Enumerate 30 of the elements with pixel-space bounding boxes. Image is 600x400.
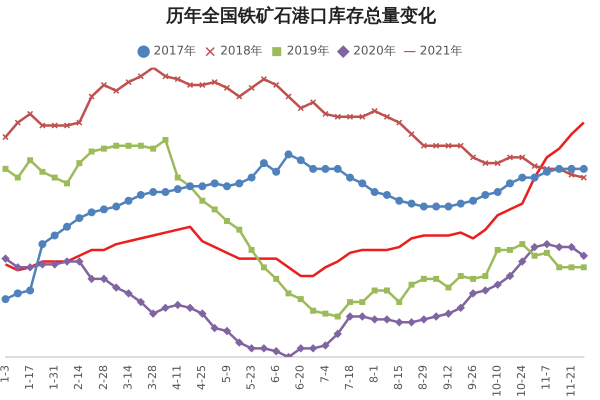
x-tick-label: 11-7: [540, 365, 553, 390]
x-tick-label: 1-17: [22, 365, 36, 390]
legend-label: 2020年: [353, 44, 396, 58]
x-tick-label: 4-25: [195, 365, 208, 390]
legend-label: 2019年: [286, 44, 330, 58]
x-tick-label: 6-6: [269, 365, 282, 384]
x-tick-label: 8-1: [367, 365, 380, 384]
x-tick-label: 7-4: [318, 365, 332, 384]
legend-label: 2017年: [154, 44, 196, 58]
chart-title: 历年全国铁矿石港口库存总量变化: [165, 5, 437, 26]
x-tick-label: 1-31: [48, 365, 61, 390]
x-tick-label: 10-10: [490, 365, 504, 398]
x-tick-label: 8-29: [416, 365, 430, 390]
x-tick-label: 11-21: [564, 365, 578, 398]
x-tick-label: 10-24: [515, 365, 528, 398]
x-tick-label: 9-26: [466, 365, 479, 390]
legend-label: 2018年: [220, 44, 263, 58]
x-tick-label: 6-20: [294, 365, 307, 390]
x-tick-label: 2-28: [96, 365, 110, 390]
x-tick-label: 1-3: [0, 365, 12, 384]
x-tick-label: 3-14: [121, 365, 134, 390]
x-tick-label: 3-28: [146, 365, 160, 390]
x-tick-label: 2-14: [72, 365, 86, 390]
legend-label: 2021年: [420, 44, 462, 58]
x-tick-label: 7-18: [342, 365, 356, 390]
x-tick-label: 4-11: [170, 365, 184, 390]
x-tick-label: 8-15: [392, 365, 406, 390]
x-tick-label: 9-12: [441, 365, 454, 390]
x-tick-label: 5-23: [244, 365, 258, 390]
x-tick-label: 5-9: [220, 365, 233, 384]
